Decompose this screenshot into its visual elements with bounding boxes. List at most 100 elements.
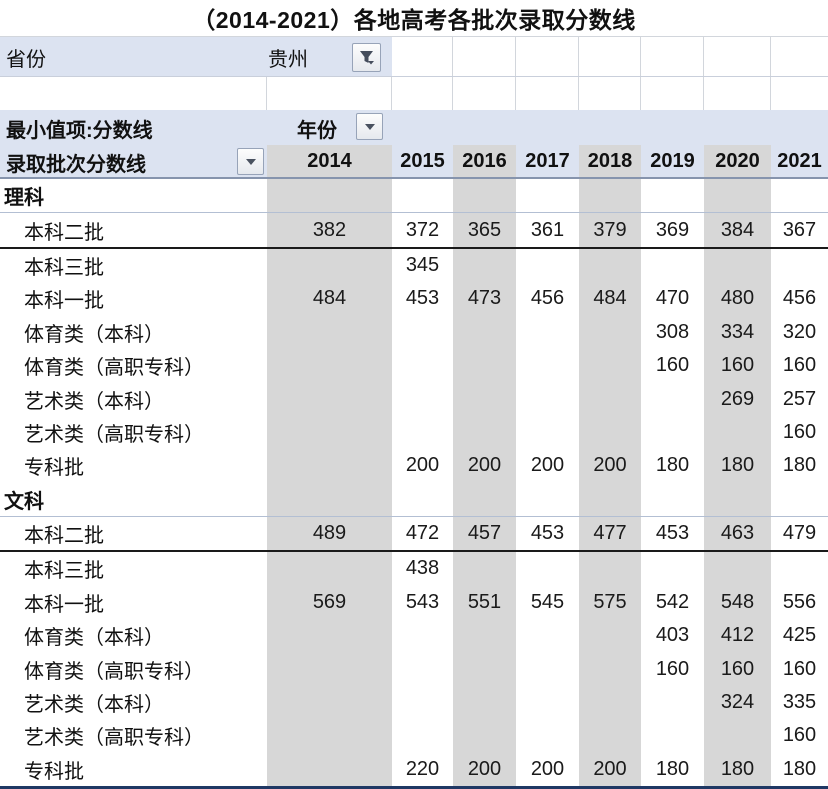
row-label: 本科三批 xyxy=(24,256,104,279)
row-field-cell: 录取批次分数线 xyxy=(0,145,267,177)
empty-cell xyxy=(579,179,641,213)
score-cell xyxy=(267,652,392,686)
province-filter-button[interactable] xyxy=(352,43,381,72)
title-row: （2014-2021）各地高考各批次录取分数线 xyxy=(0,0,828,36)
province-row-empty-cells xyxy=(392,37,828,76)
score-cell xyxy=(392,316,453,349)
chevron-down-icon xyxy=(364,123,376,131)
score-cell: 425 xyxy=(782,624,817,647)
row-label: 艺术类（本科） xyxy=(24,390,164,413)
empty-cell xyxy=(579,482,641,516)
score-cell: 180 xyxy=(782,454,817,477)
empty-cell xyxy=(771,179,828,212)
year-header: 2014 xyxy=(267,145,392,177)
row-label: 艺术类（高职专科） xyxy=(24,423,204,446)
row-label: 本科一批 xyxy=(24,290,104,313)
score-cell: 334 xyxy=(704,315,771,349)
score-cell: 457 xyxy=(453,516,516,551)
row-field-dropdown-button[interactable] xyxy=(237,148,264,175)
score-cell: 384 xyxy=(704,213,771,247)
score-cell: 200 xyxy=(530,454,565,477)
page-title: （2014-2021）各地高考各批次录取分数线 xyxy=(192,7,636,33)
column-field-label: 年份 xyxy=(297,120,337,142)
row-label: 艺术类（本科） xyxy=(24,694,164,717)
empty-cell xyxy=(704,179,771,213)
score-cell: 160 xyxy=(782,657,817,680)
score-cell: 160 xyxy=(782,354,817,377)
score-cell xyxy=(267,719,392,753)
score-cell xyxy=(267,415,392,450)
pivot-field-row: 最小值项:分数线 年份 xyxy=(0,110,828,145)
score-cell xyxy=(641,382,704,415)
score-cell: 470 xyxy=(655,287,690,310)
empty-cell xyxy=(516,179,579,212)
score-cell: 361 xyxy=(530,218,565,241)
score-cell xyxy=(453,619,516,653)
score-cell xyxy=(579,685,641,720)
row-label: 体育类（高职专科） xyxy=(24,660,204,683)
table-row: 体育类（本科） 403 412 425 xyxy=(0,619,828,653)
table-row: 本科三批 345 xyxy=(0,248,828,283)
province-filter-value[interactable]: 贵州 xyxy=(268,49,308,71)
score-cell xyxy=(579,619,641,653)
empty-cell xyxy=(392,483,453,516)
empty-cell xyxy=(641,179,704,212)
empty-cell xyxy=(392,179,453,212)
score-cell: 453 xyxy=(530,522,565,545)
row-label: 专科批 xyxy=(24,457,84,480)
year-header: 2017 xyxy=(525,149,570,172)
score-cell: 180 xyxy=(782,757,817,780)
empty-cell xyxy=(641,483,704,516)
score-cell: 200 xyxy=(579,449,641,483)
score-cell xyxy=(267,315,392,349)
empty-cell xyxy=(516,483,579,516)
row-label: 体育类（本科） xyxy=(24,627,164,650)
score-cell xyxy=(453,652,516,686)
score-cell: 180 xyxy=(704,752,771,786)
score-cell xyxy=(771,552,828,585)
score-cell: 542 xyxy=(655,590,690,613)
section-header-row: 文科 xyxy=(0,482,828,517)
score-cell xyxy=(516,719,579,752)
score-cell xyxy=(392,686,453,719)
empty-cell xyxy=(771,483,828,516)
score-cell: 160 xyxy=(782,420,817,443)
year-field-dropdown-button[interactable] xyxy=(356,113,383,140)
score-cell xyxy=(392,349,453,382)
score-cell xyxy=(267,685,392,720)
score-cell: 369 xyxy=(655,218,690,241)
score-cell: 477 xyxy=(579,516,641,551)
year-header: 2018 xyxy=(579,145,641,177)
score-cell: 160 xyxy=(704,348,771,383)
score-cell: 412 xyxy=(704,619,771,653)
table-row: 艺术类（本科） 324 335 xyxy=(0,685,828,720)
score-cell xyxy=(267,619,392,653)
score-cell: 479 xyxy=(782,522,817,545)
score-cell xyxy=(392,619,453,652)
section-header-label: 文科 xyxy=(4,490,44,513)
year-header: 2016 xyxy=(453,145,516,177)
score-cell: 556 xyxy=(782,590,817,613)
score-cell: 308 xyxy=(655,320,690,343)
score-cell: 269 xyxy=(704,382,771,416)
score-cell: 453 xyxy=(655,522,690,545)
score-cell: 372 xyxy=(405,218,440,241)
score-cell xyxy=(516,316,579,349)
score-cell: 438 xyxy=(405,557,440,580)
score-cell xyxy=(516,382,579,415)
score-cell xyxy=(516,686,579,719)
score-cell: 180 xyxy=(655,454,690,477)
score-cell xyxy=(267,752,392,786)
score-cell xyxy=(453,719,516,753)
score-cell xyxy=(453,415,516,450)
score-cell: 545 xyxy=(530,590,565,613)
score-cell xyxy=(641,686,704,719)
score-cell: 200 xyxy=(453,449,516,483)
score-cell: 324 xyxy=(704,685,771,720)
score-cell: 335 xyxy=(782,691,817,714)
score-cell: 456 xyxy=(782,287,817,310)
score-cell xyxy=(453,248,516,283)
score-cell xyxy=(516,249,579,282)
score-cell xyxy=(392,719,453,752)
